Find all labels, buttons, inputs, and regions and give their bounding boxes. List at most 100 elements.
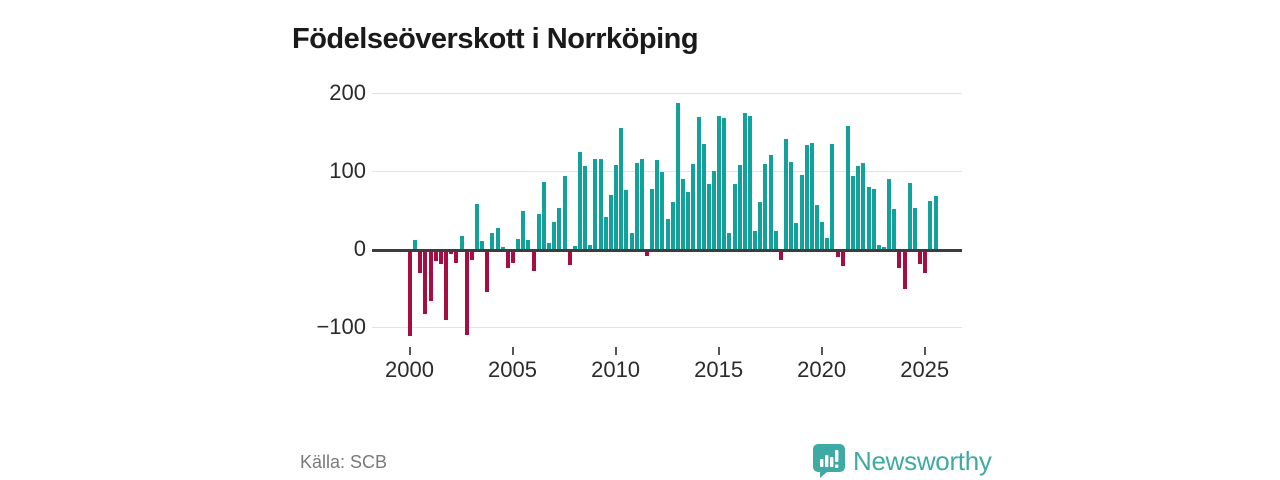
- bar-2019-q2[interactable]: [804, 145, 809, 249]
- bar-2014-q2[interactable]: [701, 144, 706, 249]
- bar-2010-q3[interactable]: [624, 189, 629, 249]
- bar-2015-q1[interactable]: [717, 115, 722, 249]
- bar-2020-q1[interactable]: [820, 221, 825, 249]
- bar-2021-q3[interactable]: [851, 176, 856, 249]
- bar-2009-q3[interactable]: [603, 217, 608, 249]
- bar-2002-q4[interactable]: [464, 252, 469, 335]
- bar-2011-q2[interactable]: [639, 159, 644, 249]
- bar-2019-q3[interactable]: [809, 142, 814, 249]
- bar-2010-q4[interactable]: [629, 232, 634, 249]
- bar-2005-q2[interactable]: [516, 238, 521, 249]
- bar-2016-q1[interactable]: [737, 164, 742, 249]
- bar-2024-q4[interactable]: [918, 252, 923, 265]
- bar-2023-q3[interactable]: [892, 209, 897, 249]
- bar-2008-q4[interactable]: [588, 245, 593, 249]
- bar-2000-q1[interactable]: [408, 252, 412, 337]
- bar-2002-q1[interactable]: [449, 252, 454, 254]
- bar-2020-q3[interactable]: [830, 144, 835, 249]
- bar-2006-q2[interactable]: [536, 213, 541, 249]
- bar-2001-q3[interactable]: [438, 252, 443, 265]
- bar-2022-q1[interactable]: [861, 163, 866, 249]
- bar-2009-q4[interactable]: [608, 195, 613, 249]
- bar-2011-q4[interactable]: [650, 188, 655, 249]
- bar-2024-q2[interactable]: [907, 183, 912, 249]
- bar-2009-q2[interactable]: [598, 158, 603, 249]
- bar-2004-q1[interactable]: [490, 233, 495, 249]
- bar-2012-q3[interactable]: [665, 218, 670, 249]
- bar-2013-q4[interactable]: [691, 163, 696, 249]
- bar-2007-q3[interactable]: [562, 175, 567, 249]
- bar-2021-q4[interactable]: [856, 166, 861, 249]
- bar-2001-q1[interactable]: [428, 252, 433, 302]
- bar-2017-q2[interactable]: [763, 163, 768, 249]
- bar-2000-q2[interactable]: [413, 240, 418, 249]
- bar-2014-q1[interactable]: [696, 117, 701, 249]
- bar-2006-q1[interactable]: [531, 252, 536, 271]
- bar-2010-q2[interactable]: [619, 128, 624, 249]
- bar-2004-q2[interactable]: [495, 227, 500, 249]
- bar-2021-q1[interactable]: [840, 252, 845, 267]
- bar-2000-q3[interactable]: [418, 252, 423, 274]
- bar-2016-q4[interactable]: [753, 231, 758, 249]
- bar-2015-q4[interactable]: [732, 184, 737, 249]
- bar-2012-q1[interactable]: [655, 160, 660, 249]
- bar-2006-q4[interactable]: [547, 242, 552, 249]
- bar-2022-q2[interactable]: [866, 187, 871, 249]
- bar-2017-q3[interactable]: [768, 155, 773, 249]
- bar-2018-q1[interactable]: [778, 252, 783, 260]
- bar-2007-q2[interactable]: [557, 207, 562, 249]
- bar-2012-q4[interactable]: [670, 202, 675, 249]
- bar-2005-q3[interactable]: [521, 210, 526, 249]
- bar-2008-q1[interactable]: [572, 245, 577, 249]
- bar-2014-q4[interactable]: [711, 171, 716, 249]
- bar-2003-q1[interactable]: [469, 252, 474, 260]
- bar-2012-q2[interactable]: [660, 171, 665, 249]
- bar-2022-q4[interactable]: [876, 245, 881, 249]
- bar-2016-q2[interactable]: [742, 113, 747, 249]
- bar-2004-q4[interactable]: [505, 252, 510, 269]
- bar-2017-q4[interactable]: [773, 231, 778, 249]
- bar-2007-q4[interactable]: [567, 252, 572, 266]
- bar-2024-q1[interactable]: [902, 252, 907, 290]
- bar-2015-q2[interactable]: [722, 117, 727, 249]
- bar-2025-q2[interactable]: [928, 201, 933, 249]
- bar-2004-q3[interactable]: [500, 247, 505, 249]
- bar-2009-q1[interactable]: [593, 158, 598, 249]
- bar-2017-q1[interactable]: [758, 202, 763, 249]
- bar-2023-q2[interactable]: [887, 178, 892, 249]
- bar-2016-q3[interactable]: [748, 115, 753, 249]
- bar-2006-q3[interactable]: [541, 181, 546, 249]
- bar-2018-q4[interactable]: [794, 223, 799, 249]
- bar-2013-q2[interactable]: [681, 178, 686, 249]
- bar-2002-q3[interactable]: [459, 235, 464, 249]
- bar-2022-q3[interactable]: [871, 188, 876, 249]
- bar-2000-q4[interactable]: [423, 252, 428, 314]
- bar-2020-q2[interactable]: [825, 238, 830, 249]
- bar-2025-q1[interactable]: [923, 252, 928, 274]
- bar-2024-q3[interactable]: [912, 207, 917, 249]
- bar-2019-q1[interactable]: [799, 174, 804, 249]
- bar-2011-q1[interactable]: [634, 163, 639, 249]
- brand-lockup[interactable]: Newsworthy: [812, 443, 992, 479]
- bar-2020-q4[interactable]: [835, 252, 840, 258]
- bar-2019-q4[interactable]: [815, 204, 819, 249]
- bar-2015-q3[interactable]: [727, 232, 732, 249]
- bar-2025-q3[interactable]: [933, 195, 938, 249]
- bar-2013-q3[interactable]: [686, 192, 691, 249]
- bar-2001-q2[interactable]: [433, 252, 438, 262]
- bar-2018-q2[interactable]: [784, 139, 789, 249]
- bar-2023-q1[interactable]: [881, 247, 886, 249]
- bar-2003-q4[interactable]: [485, 252, 490, 292]
- bar-2002-q2[interactable]: [454, 252, 459, 263]
- bar-2008-q2[interactable]: [578, 151, 583, 249]
- bar-2003-q2[interactable]: [474, 203, 479, 249]
- bar-2003-q3[interactable]: [480, 241, 485, 249]
- bar-2018-q3[interactable]: [789, 161, 794, 249]
- bar-2001-q4[interactable]: [444, 252, 449, 320]
- bar-2013-q1[interactable]: [675, 103, 680, 249]
- bar-2005-q4[interactable]: [526, 239, 531, 249]
- bar-2005-q1[interactable]: [511, 252, 516, 263]
- bar-2008-q3[interactable]: [583, 165, 588, 249]
- bar-2007-q1[interactable]: [552, 222, 557, 249]
- bar-2011-q3[interactable]: [644, 252, 649, 256]
